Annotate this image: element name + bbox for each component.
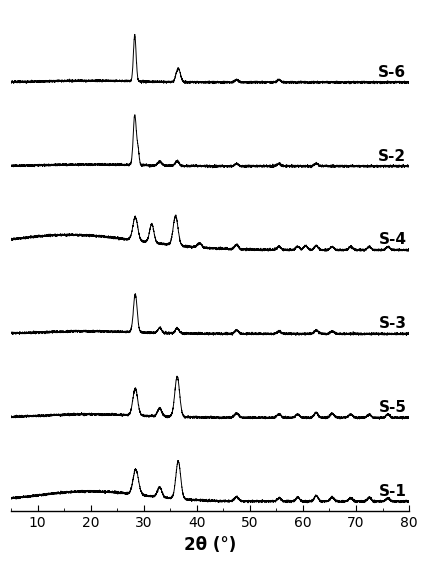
- Text: S-1: S-1: [378, 484, 406, 499]
- Text: S-2: S-2: [378, 149, 406, 164]
- X-axis label: 2θ (°): 2θ (°): [184, 536, 236, 554]
- Text: S-4: S-4: [378, 232, 406, 247]
- Text: S-6: S-6: [378, 65, 406, 80]
- Text: S-5: S-5: [378, 400, 406, 415]
- Text: S-3: S-3: [378, 316, 406, 331]
